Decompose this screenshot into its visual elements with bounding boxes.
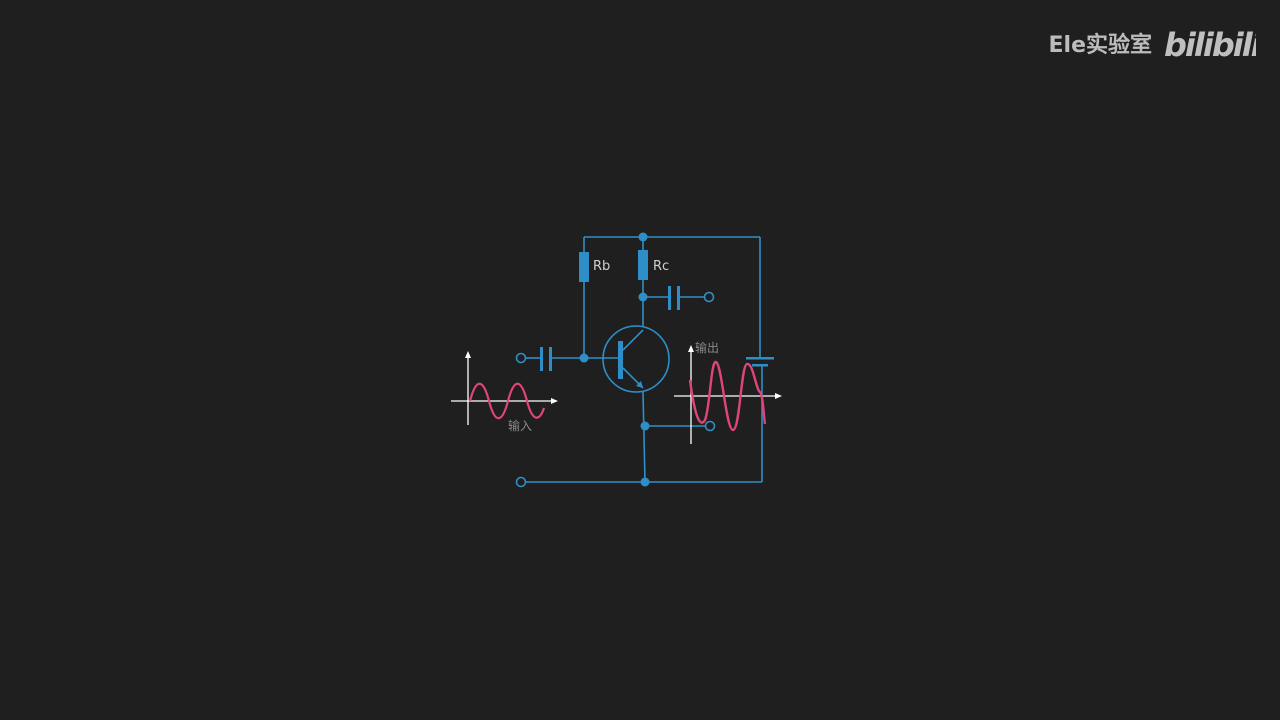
input-x-axis-arrow xyxy=(551,398,558,404)
junction-dot-collector xyxy=(638,292,648,302)
channel-name: Ele实验室 xyxy=(1048,33,1153,58)
output-capacitor-plate-left xyxy=(668,286,671,310)
junction-dot-emitter xyxy=(640,421,650,431)
transistor-base-bar xyxy=(618,341,623,379)
components xyxy=(540,232,774,487)
output-terminal-bottom xyxy=(704,420,716,432)
transistor-collector-leg xyxy=(622,329,644,351)
junction-dot-base xyxy=(579,353,589,363)
channel-watermark: Ele实验室 bilibili xyxy=(1049,22,1257,64)
output-capacitor-plate-right xyxy=(677,286,680,310)
bilibili-logo: bilibili xyxy=(1164,26,1256,64)
bilibili-logo-text: bilibili xyxy=(1164,26,1256,64)
battery-long-plate xyxy=(746,357,774,360)
input-capacitor-plate-right xyxy=(549,347,552,371)
emitter-wire xyxy=(642,391,646,483)
output-label: 输出 xyxy=(695,340,719,355)
transistor-circle xyxy=(602,325,670,393)
junction-dot-top xyxy=(638,232,648,242)
input-capacitor-plate-left xyxy=(540,347,543,371)
junction-dot-bottom xyxy=(640,477,650,487)
terminals xyxy=(515,291,716,488)
transistor-emitter-arrow xyxy=(636,381,643,388)
output-x-axis-arrow xyxy=(775,393,782,399)
output-signal-graph: 输出 xyxy=(674,340,782,444)
input-terminal-bottom xyxy=(515,476,527,488)
input-label: 输入 xyxy=(508,418,532,433)
resistor-rb xyxy=(579,252,589,282)
output-sine-wave xyxy=(688,360,767,432)
rb-label: Rb xyxy=(593,259,610,274)
rc-label: Rc xyxy=(653,259,669,274)
input-sine-wave xyxy=(468,382,546,420)
input-signal-graph: 输入 xyxy=(451,351,558,433)
output-terminal-top xyxy=(703,291,715,303)
input-terminal-top xyxy=(515,352,527,364)
input-y-axis-arrow xyxy=(465,351,471,358)
resistor-rc xyxy=(638,250,648,280)
output-y-axis-arrow xyxy=(688,345,694,352)
battery-short-plate xyxy=(752,364,768,367)
